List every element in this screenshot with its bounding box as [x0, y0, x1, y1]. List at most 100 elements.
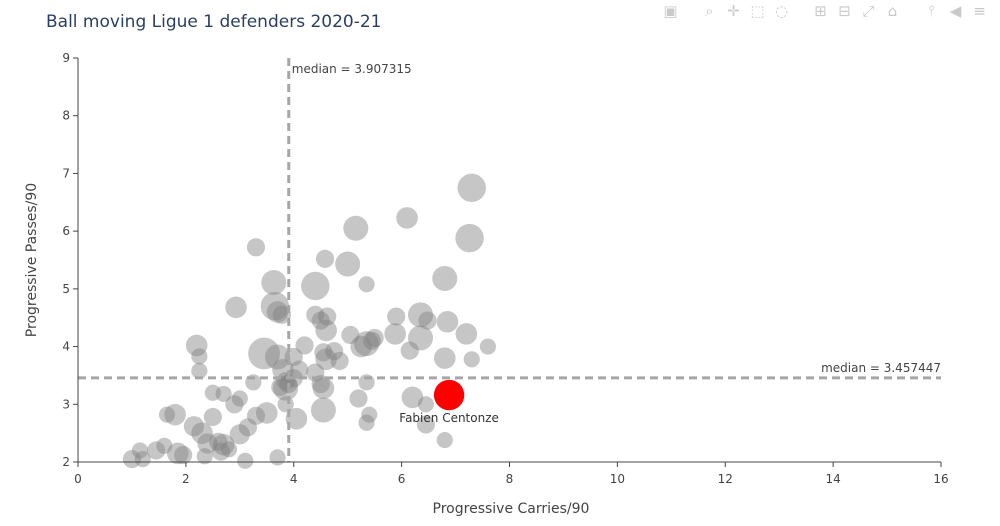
box-select-icon[interactable]: ⬚ [750, 2, 765, 20]
data-point[interactable] [408, 302, 434, 328]
data-point[interactable] [311, 374, 330, 394]
data-point[interactable] [183, 416, 205, 437]
data-point[interactable] [387, 307, 406, 326]
data-point[interactable] [147, 441, 166, 460]
data-point[interactable] [315, 319, 337, 342]
data-point[interactable] [122, 450, 142, 469]
data-point[interactable] [306, 305, 325, 324]
data-point[interactable] [273, 375, 299, 401]
data-point[interactable] [408, 325, 434, 351]
data-point[interactable] [479, 338, 497, 355]
data-point[interactable] [401, 386, 424, 409]
reset-icon[interactable]: ⌂ [887, 2, 898, 20]
data-point[interactable] [457, 173, 486, 203]
zoom-icon[interactable]: ⌕ [705, 2, 714, 20]
data-point[interactable] [191, 348, 208, 365]
spike-lines-icon[interactable]: ⫯ [928, 2, 935, 20]
data-point[interactable] [341, 325, 360, 345]
data-point[interactable] [237, 452, 254, 469]
data-point[interactable] [436, 431, 453, 449]
data-point[interactable] [255, 402, 278, 424]
data-point[interactable] [290, 360, 309, 379]
data-point[interactable] [166, 442, 189, 465]
data-point[interactable] [164, 403, 186, 426]
camera-icon[interactable]: ▣ [663, 2, 678, 20]
data-point[interactable] [433, 347, 456, 369]
data-point[interactable] [365, 328, 384, 348]
zoom-out-icon[interactable]: ⊟ [838, 2, 851, 20]
data-point[interactable] [432, 265, 458, 291]
data-point[interactable] [209, 432, 228, 451]
data-point[interactable] [285, 407, 308, 430]
data-point[interactable] [174, 445, 193, 465]
data-point[interactable] [246, 406, 266, 425]
data-point[interactable] [312, 377, 335, 399]
data-point[interactable] [358, 414, 375, 431]
hover-compare-icon[interactable]: ≡ [973, 2, 986, 20]
data-point[interactable] [455, 223, 484, 253]
data-point[interactable] [203, 407, 222, 427]
data-point[interactable] [260, 291, 290, 321]
data-point[interactable] [220, 441, 238, 458]
data-point[interactable] [418, 311, 437, 330]
data-point[interactable] [156, 437, 173, 454]
data-point[interactable] [315, 348, 337, 371]
data-point[interactable] [191, 362, 208, 379]
data-point[interactable] [212, 433, 235, 456]
data-point[interactable] [361, 406, 378, 423]
data-point[interactable] [197, 433, 218, 454]
hover-closest-icon[interactable]: ◀ [949, 2, 962, 20]
zoom-in-icon[interactable]: ⊞ [814, 2, 827, 20]
data-point[interactable] [215, 385, 232, 402]
data-point[interactable] [384, 323, 406, 345]
data-point[interactable] [185, 334, 208, 357]
data-point[interactable] [231, 390, 248, 407]
data-point[interactable] [301, 271, 330, 301]
data-point[interactable] [358, 276, 375, 293]
data-point[interactable] [265, 344, 291, 370]
data-point[interactable] [343, 215, 369, 241]
lasso-icon[interactable]: ◌ [774, 2, 789, 20]
data-point[interactable] [455, 323, 478, 345]
data-point[interactable] [354, 331, 380, 357]
data-point[interactable] [266, 301, 289, 323]
data-point[interactable] [416, 415, 435, 434]
data-point[interactable] [225, 296, 247, 319]
data-point[interactable] [158, 406, 176, 423]
data-point[interactable] [131, 442, 149, 459]
data-point[interactable] [349, 389, 368, 408]
data-point[interactable] [315, 249, 335, 268]
data-point[interactable] [362, 331, 382, 350]
autoscale-icon[interactable]: ⤢ [862, 2, 875, 20]
data-point[interactable] [314, 343, 333, 362]
data-point[interactable] [310, 397, 336, 423]
data-point[interactable] [261, 270, 287, 296]
data-point[interactable] [463, 351, 480, 368]
data-point[interactable] [238, 418, 258, 437]
data-point[interactable] [225, 395, 244, 414]
data-point[interactable] [269, 449, 286, 466]
data-point[interactable] [295, 336, 314, 355]
data-point[interactable] [335, 251, 361, 277]
data-point[interactable] [229, 424, 250, 445]
data-point[interactable] [196, 448, 213, 465]
data-point[interactable] [191, 422, 213, 444]
data-point[interactable] [396, 207, 418, 229]
highlight-point[interactable] [433, 379, 465, 411]
data-point[interactable] [204, 384, 221, 401]
data-point[interactable] [318, 307, 337, 326]
data-point[interactable] [271, 377, 290, 397]
data-point[interactable] [350, 335, 372, 358]
data-point[interactable] [211, 442, 231, 461]
data-point[interactable] [311, 311, 330, 330]
data-point[interactable] [417, 396, 434, 413]
data-point[interactable] [400, 341, 419, 360]
data-point[interactable] [134, 451, 151, 468]
pan-icon[interactable]: ✛ [727, 2, 740, 20]
data-point[interactable] [436, 310, 459, 333]
data-point[interactable] [325, 342, 344, 361]
data-point[interactable] [246, 238, 266, 257]
data-point[interactable] [272, 305, 291, 324]
data-point[interactable] [248, 337, 280, 370]
data-point[interactable] [330, 351, 349, 371]
